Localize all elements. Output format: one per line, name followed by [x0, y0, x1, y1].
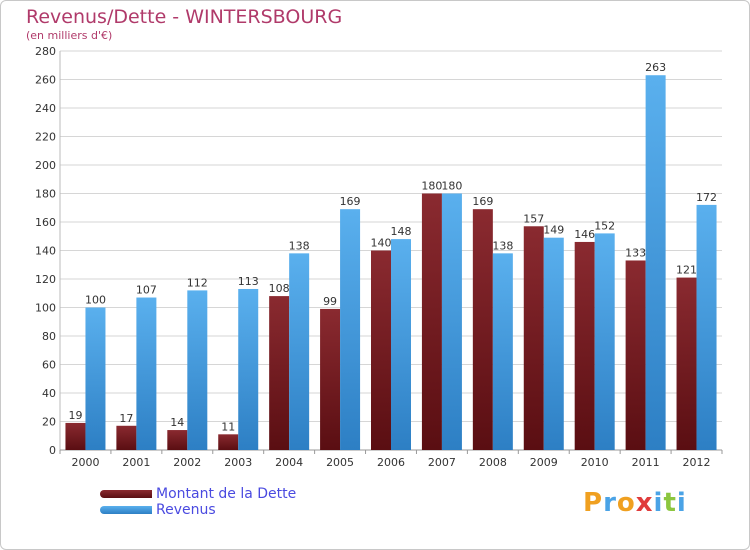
bar-debt-2000: [65, 422, 86, 450]
y-tick-label: 160: [35, 216, 56, 229]
data-label-revenue-2000: 100: [85, 294, 106, 307]
x-tick-label: 2006: [377, 456, 405, 469]
bar-chart: 0 20 40 60 80 100 120 140 160 180 200 220 240 260 280 1…: [35, 45, 723, 469]
data-label-debt-2009: 157: [523, 212, 544, 225]
data-label-debt-2010: 146: [574, 228, 595, 241]
y-tick-label: 40: [42, 387, 56, 400]
bar-revenue-2006: [391, 239, 411, 450]
y-tick-label: 80: [42, 330, 56, 343]
bar-revenue-2004: [289, 253, 310, 450]
legend-label-revenue: Revenus: [156, 502, 216, 518]
data-label-debt-2006: 140: [371, 237, 392, 250]
y-tick-label: 140: [35, 245, 56, 258]
data-label-revenue-2009: 149: [543, 224, 564, 237]
bar-debt-2010: [574, 241, 595, 450]
x-tick-label: 2000: [71, 456, 99, 469]
bar-debt-2009: [523, 226, 544, 450]
data-label-debt-2012: 121: [676, 264, 697, 277]
data-label-debt-2007: 180: [421, 180, 442, 193]
x-tick-label: 2002: [173, 456, 201, 469]
bar-revenue-2010: [594, 233, 615, 450]
logo-letter: r: [603, 488, 617, 518]
data-label-revenue-2007: 180: [441, 180, 462, 193]
x-tick-label: 2010: [581, 456, 609, 469]
data-label-revenue-2006: 148: [391, 225, 412, 238]
data-label-revenue-2005: 169: [340, 195, 361, 208]
data-label-debt-2004: 108: [269, 282, 290, 295]
bar-debt-2012: [676, 277, 697, 450]
y-tick-label: 200: [35, 159, 56, 172]
data-label-revenue-2002: 112: [187, 276, 208, 289]
bar-debt-2002: [167, 430, 188, 450]
logo-letter: i: [676, 488, 687, 518]
x-tick-label: 2012: [683, 456, 711, 469]
bar-revenue-2000: [85, 307, 106, 450]
bar-revenue-2011: [645, 75, 666, 450]
bar-revenue-2008: [492, 253, 513, 450]
bar-revenue-2009: [543, 237, 564, 450]
data-label-revenue-2012: 172: [696, 191, 717, 204]
chart-subtitle: (en milliers d'€): [26, 29, 113, 42]
logo-letter: i: [653, 488, 664, 518]
data-label-debt-2003: 11: [221, 420, 235, 433]
logo-letter: P: [583, 488, 604, 518]
data-label-debt-2011: 133: [625, 246, 646, 259]
bar-revenue-2007: [441, 193, 462, 450]
y-tick-label: 0: [49, 444, 56, 457]
y-tick-label: 220: [35, 131, 56, 144]
y-tick-label: 20: [42, 416, 56, 429]
y-tick-label: 120: [35, 273, 56, 286]
bar-debt-2006: [371, 250, 391, 450]
x-tick-label: 2004: [275, 456, 303, 469]
bar-debt-2007: [421, 193, 442, 450]
labels: 0 20 40 60 80 100 120 140 160 180 200 220 240 260 280 1…: [35, 45, 717, 469]
data-label-debt-2001: 17: [119, 412, 133, 425]
y-tick-label: 240: [35, 102, 56, 115]
data-label-revenue-2010: 152: [594, 219, 615, 232]
proxiti-logo: Proxiti: [583, 488, 687, 518]
logo-letter: o: [616, 488, 636, 518]
bar-debt-2003: [218, 434, 239, 450]
y-tick-label: 260: [35, 74, 56, 87]
data-label-debt-2008: 169: [472, 195, 493, 208]
bar-debt-2011: [625, 260, 646, 450]
bar-debt-2001: [116, 425, 137, 450]
y-tick-label: 60: [42, 359, 56, 372]
data-label-debt-2005: 99: [323, 295, 337, 308]
data-label-debt-2000: 19: [68, 409, 82, 422]
y-tick-label: 100: [35, 302, 56, 315]
legend-swatch-debt: [100, 490, 152, 498]
bar-debt-2005: [320, 308, 341, 450]
chart-title: Revenus/Dette - WINTERSBOURG: [26, 6, 343, 28]
y-tick-label: 180: [35, 188, 56, 201]
x-tick-label: 2011: [632, 456, 660, 469]
legend-swatch-revenue: [100, 506, 152, 514]
x-tick-label: 2001: [122, 456, 150, 469]
data-label-revenue-2001: 107: [136, 284, 157, 297]
x-tick-label: 2007: [428, 456, 456, 469]
x-tick-label: 2003: [224, 456, 252, 469]
bar-revenue-2012: [696, 204, 717, 450]
bar-revenue-2001: [136, 297, 157, 450]
data-label-debt-2002: 14: [170, 416, 184, 429]
x-tick-label: 2009: [530, 456, 558, 469]
bar-debt-2004: [269, 296, 290, 450]
data-label-revenue-2011: 263: [645, 61, 666, 74]
bar-revenue-2005: [340, 209, 361, 450]
data-label-revenue-2004: 138: [289, 239, 310, 252]
x-tick-label: 2005: [326, 456, 354, 469]
bars: [65, 75, 717, 450]
data-label-revenue-2003: 113: [238, 275, 259, 288]
legend-label-debt: Montant de la Dette: [156, 486, 297, 502]
x-tick-label: 2008: [479, 456, 507, 469]
bar-debt-2008: [472, 209, 493, 450]
logo-letter: t: [663, 488, 677, 518]
logo-letter: x: [635, 488, 654, 518]
bar-revenue-2002: [187, 290, 208, 450]
data-label-revenue-2008: 138: [492, 239, 513, 252]
y-tick-label: 280: [35, 45, 56, 58]
bar-revenue-2003: [238, 288, 259, 450]
